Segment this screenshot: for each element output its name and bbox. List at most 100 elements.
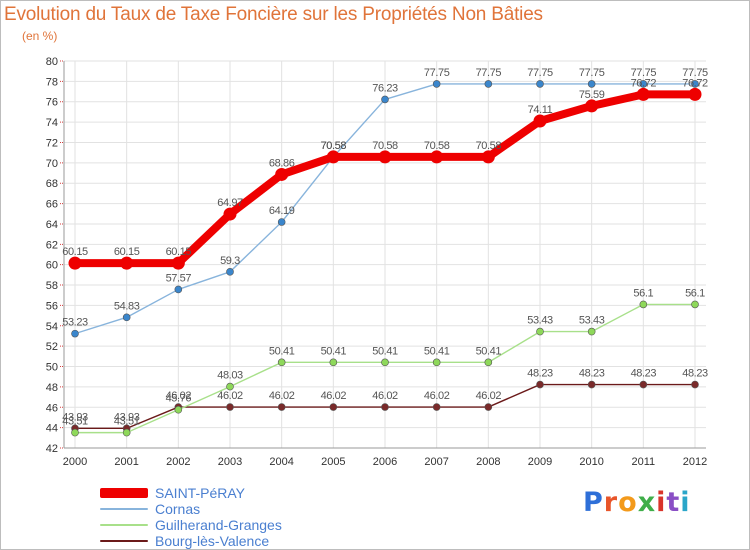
- data-point-bourg-l-s-valence: [432, 403, 441, 411]
- x-tick-label: 2009: [528, 456, 552, 468]
- data-point-cornas: [639, 80, 648, 88]
- data-label-cornas: 77.75: [424, 67, 450, 79]
- data-label-guilherand-granges: 43.51: [114, 416, 140, 428]
- legend-swatch-bourg-les-valence: [100, 540, 148, 542]
- data-point-guilherand-granges: [639, 300, 648, 309]
- y-tick-label: 50: [46, 362, 58, 374]
- y-tick-label: 66: [46, 199, 58, 211]
- data-label-cornas: 70.58: [321, 140, 347, 152]
- data-label-cornas: 59.3: [220, 255, 240, 267]
- data-label-guilherand-granges: 53.43: [579, 315, 605, 327]
- data-label-bourg-l-s-valence: 46.02: [372, 390, 398, 402]
- y-tick-label: 78: [46, 76, 58, 88]
- data-label-guilherand-granges: 56.1: [633, 287, 653, 299]
- legend-swatch-cornas: [100, 508, 148, 510]
- y-tick-label: 58: [46, 280, 58, 292]
- data-point-saint-p-ray: [688, 87, 702, 101]
- logo-letter: t: [666, 487, 681, 518]
- y-tick-label: 62: [46, 239, 58, 251]
- data-label-saint-p-ray: 60.15: [114, 246, 140, 258]
- data-label-cornas: 77.75: [527, 67, 553, 79]
- data-point-saint-p-ray: [585, 99, 599, 113]
- data-label-cornas: 77.75: [579, 67, 605, 79]
- x-tick-label: 2004: [269, 456, 293, 468]
- data-label-bourg-l-s-valence: 43.93: [114, 411, 140, 423]
- data-point-guilherand-granges: [174, 405, 183, 414]
- y-tick-label: 56: [46, 300, 58, 312]
- data-label-guilherand-granges: 50.41: [424, 345, 450, 357]
- data-label-saint-p-ray: 60.15: [166, 246, 192, 258]
- data-label-cornas: 76.23: [372, 82, 398, 94]
- x-tick-label: 2000: [63, 456, 87, 468]
- series: [68, 80, 702, 437]
- logo-letter: P: [583, 487, 604, 518]
- data-labels: 43.93 43.93 46.02 46.02 46.02 46.02 46.02 46.02…: [62, 67, 708, 428]
- data-point-saint-p-ray: [326, 150, 340, 164]
- data-label-saint-p-ray: 68.86: [269, 157, 295, 169]
- data-label-guilherand-granges: 48.03: [217, 370, 243, 382]
- data-point-cornas: [122, 313, 131, 322]
- y-tick-label: 70: [46, 158, 58, 170]
- chart-title: Evolution du Taux de Taxe Foncière sur l…: [4, 4, 543, 25]
- data-point-cornas: [71, 329, 79, 338]
- data-point-guilherand-granges: [226, 382, 234, 391]
- y-tick-label: 72: [46, 137, 58, 149]
- data-point-bourg-l-s-valence: [587, 380, 596, 389]
- data-point-guilherand-granges: [691, 300, 699, 309]
- data-point-cornas: [484, 80, 493, 88]
- data-point-cornas: [277, 218, 286, 226]
- data-label-bourg-l-s-valence: 46.02: [269, 390, 295, 402]
- data-label-bourg-l-s-valence: 46.02: [166, 390, 192, 402]
- data-point-saint-p-ray: [481, 150, 495, 164]
- data-point-saint-p-ray: [223, 207, 237, 221]
- data-point-saint-p-ray: [171, 256, 185, 270]
- x-tick-label: 2002: [166, 456, 190, 468]
- data-label-bourg-l-s-valence: 46.02: [321, 390, 347, 402]
- data-label-bourg-l-s-valence: 46.02: [217, 390, 243, 402]
- data-point-bourg-l-s-valence: [691, 380, 699, 389]
- data-label-guilherand-granges: 43.51: [62, 416, 88, 428]
- y-tick-label: 74: [46, 117, 58, 129]
- data-point-saint-p-ray: [636, 87, 650, 101]
- y-tick-label: 80: [46, 56, 58, 68]
- logo-letter: i: [656, 487, 667, 518]
- data-label-bourg-l-s-valence: 48.23: [682, 368, 708, 380]
- data-label-bourg-l-s-valence: 48.23: [631, 368, 657, 380]
- chart-subtitle: (en %): [22, 29, 58, 43]
- data-label-cornas: 64.19: [269, 205, 295, 217]
- logo-letter: r: [603, 487, 619, 518]
- data-point-saint-p-ray: [378, 150, 392, 164]
- data-point-guilherand-granges: [536, 327, 544, 336]
- data-label-guilherand-granges: 50.41: [269, 345, 295, 357]
- data-point-bourg-l-s-valence: [381, 403, 389, 411]
- data-label-guilherand-granges: 56.1: [685, 287, 705, 299]
- data-label-cornas: 77.75: [682, 67, 708, 79]
- data-point-guilherand-granges: [329, 358, 338, 367]
- data-label-cornas: 53.23: [62, 317, 88, 329]
- x-tick-label: 2001: [114, 456, 138, 468]
- data-label-saint-p-ray: 75.59: [579, 89, 605, 101]
- data-point-cornas: [381, 95, 389, 104]
- y-tick-label: 68: [46, 178, 58, 190]
- data-point-saint-p-ray: [533, 114, 547, 128]
- data-point-bourg-l-s-valence: [277, 403, 286, 411]
- data-point-bourg-l-s-valence: [484, 403, 493, 411]
- data-point-guilherand-granges: [381, 358, 389, 367]
- data-label-bourg-l-s-valence: 46.02: [424, 390, 450, 402]
- data-label-guilherand-granges: 53.43: [527, 315, 553, 327]
- data-point-cornas: [536, 80, 544, 88]
- logo-letter: i: [680, 487, 691, 518]
- data-label-guilherand-granges: 50.41: [321, 345, 347, 357]
- data-label-saint-p-ray: 64.97: [217, 197, 243, 209]
- data-label-cornas: 77.75: [631, 67, 657, 79]
- data-point-saint-p-ray: [275, 167, 289, 181]
- data-point-bourg-l-s-valence: [639, 380, 648, 389]
- y-tick-label: 60: [46, 260, 58, 272]
- data-label-guilherand-granges: 50.41: [372, 345, 398, 357]
- data-point-guilherand-granges: [122, 428, 131, 437]
- data-point-guilherand-granges: [587, 327, 596, 336]
- data-label-saint-p-ray: 76.72: [631, 77, 657, 89]
- data-point-guilherand-granges: [71, 428, 79, 437]
- data-point-guilherand-granges: [432, 358, 441, 367]
